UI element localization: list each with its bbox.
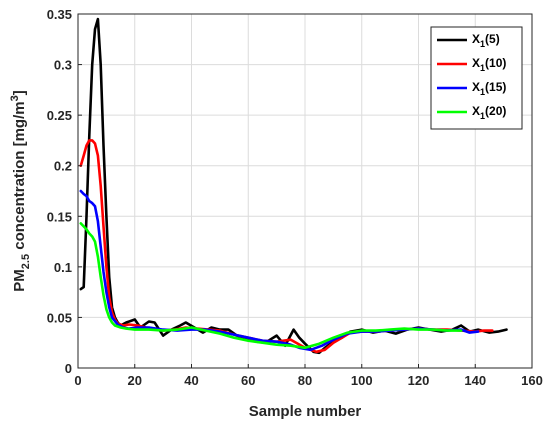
legend: X1(5)X1(10)X1(15)X1(20): [430, 26, 523, 130]
x-tick-label: 0: [74, 373, 81, 388]
x-tick-label: 40: [184, 373, 198, 388]
y-axis-title-pm: PM: [11, 269, 28, 292]
x-tick-label: 160: [521, 373, 543, 388]
y-axis-title-middle: concentration [mg/m: [11, 101, 28, 254]
legend-label-main: X: [472, 32, 480, 46]
y-tick-label: 0.05: [47, 310, 72, 325]
y-axis-title-subscript: 2.5: [20, 254, 32, 269]
x-tick-label: 120: [408, 373, 430, 388]
legend-label-subscript: 1: [480, 87, 485, 97]
y-axis-title: PM2.5 concentration [mg/m3]: [9, 90, 32, 291]
legend-label-rest: (15): [485, 80, 506, 94]
x-axis-title: Sample number: [249, 403, 362, 420]
y-axis-title-superscript: 3: [9, 95, 21, 101]
series-line-3: [79, 222, 463, 350]
legend-label-3: X1(20): [472, 104, 506, 121]
legend-label-main: X: [472, 104, 480, 118]
legend-label-subscript: 1: [480, 111, 485, 121]
legend-label-0: X1(5): [472, 32, 500, 49]
y-tick-label: 0.3: [54, 58, 72, 73]
x-tick-label: 100: [351, 373, 373, 388]
grid: [78, 14, 532, 368]
legend-label-rest: (20): [485, 104, 506, 118]
y-tick-label: 0: [65, 361, 72, 376]
axis-ticks: 0 20 40 60 80 100 120 140 160 0 0.05 0.1 0.15 0.2 0.25…: [47, 7, 543, 388]
legend-label-rest: (10): [485, 56, 506, 70]
legend-label-main: X: [472, 56, 480, 70]
x-tick-label: 80: [298, 373, 312, 388]
series-lines: [79, 17, 508, 355]
y-tick-label: 0.15: [47, 209, 72, 224]
legend-label-rest: (5): [485, 32, 500, 46]
y-tick-label: 0.2: [54, 159, 72, 174]
legend-label-subscript: 1: [480, 39, 485, 49]
legend-label-2: X1(15): [472, 80, 506, 97]
legend-label-main: X: [472, 80, 480, 94]
y-tick-label: 0.35: [47, 7, 72, 22]
x-tick-label: 140: [464, 373, 486, 388]
x-tick-label: 60: [241, 373, 255, 388]
legend-label-1: X1(10): [472, 56, 506, 73]
y-tick-label: 0.1: [54, 260, 72, 275]
legend-label-subscript: 1: [480, 63, 485, 73]
y-tick-label: 0.25: [47, 108, 72, 123]
x-tick-label: 20: [128, 373, 142, 388]
y-axis-title-end: ]: [11, 90, 28, 95]
